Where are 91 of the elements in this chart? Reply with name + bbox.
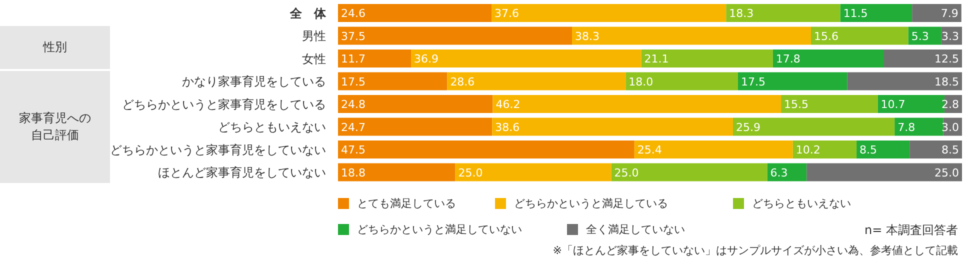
bar [492, 118, 733, 136]
bar [572, 26, 811, 45]
data-label: 18.8 [341, 166, 366, 180]
bar [634, 140, 793, 158]
data-label: 47.5 [341, 144, 366, 156]
data-label: 17.8 [776, 52, 800, 66]
bar [447, 72, 626, 90]
data-label: 7.8 [898, 120, 916, 134]
data-label: 25.0 [614, 166, 639, 180]
data-label: 17.5 [341, 75, 366, 88]
data-label: 15.6 [814, 30, 838, 43]
bar [338, 140, 634, 158]
data-label: 5.3 [911, 30, 929, 43]
data-label: 24.8 [341, 98, 366, 111]
bar [806, 163, 962, 182]
bar [641, 50, 773, 68]
bar [338, 95, 493, 113]
bar [455, 163, 612, 182]
data-label: 46.2 [496, 98, 520, 111]
data-label: 21.1 [644, 52, 669, 66]
data-label: 15.5 [784, 98, 809, 111]
bar [910, 140, 962, 158]
legend-label: どちらともいえない [751, 196, 851, 211]
bar [810, 26, 908, 45]
text: ※「ほとんど家事をしていない」はサンプルサイズが小さい為、参考値として記載 [552, 243, 958, 258]
bar [492, 95, 782, 113]
data-label: 37.5 [341, 30, 366, 43]
y-tick-label: 全 体 [289, 6, 327, 20]
bar [338, 72, 448, 90]
bar [626, 72, 738, 90]
bar [411, 50, 642, 68]
data-label: 8.5 [860, 144, 878, 156]
legend-label: どちらかというと満足している [513, 196, 668, 211]
data-label: 37.6 [494, 7, 520, 20]
data-label: 38.6 [495, 120, 520, 134]
data-label: 38.3 [575, 30, 600, 43]
bar [912, 4, 962, 22]
bar [338, 163, 456, 182]
data-label: 6.3 [770, 166, 788, 180]
data-label: 25.4 [637, 144, 662, 156]
data-label: 17.5 [740, 75, 766, 88]
bar [792, 140, 857, 158]
legend-label: どちらかというと満足していない [356, 222, 522, 237]
data-label: 12.5 [934, 52, 959, 66]
y-tick-label: 女性 [302, 52, 326, 66]
bar [840, 4, 912, 22]
bar [338, 118, 492, 136]
data-label: 24.7 [341, 120, 366, 134]
text: 性別 [0, 26, 110, 70]
bar [772, 50, 884, 68]
bar [847, 72, 962, 90]
data-label: 8.5 [942, 144, 959, 156]
bar [492, 4, 726, 22]
data-label: 36.9 [414, 52, 439, 66]
bar [338, 4, 492, 22]
y-tick-label: 男性 [302, 29, 326, 44]
legend-label: とても満足している [356, 196, 456, 211]
text: n= 本調査回答者 [864, 222, 958, 239]
data-label: 25.0 [934, 166, 959, 180]
bar [732, 118, 895, 136]
bar [611, 163, 768, 182]
y-tick-label: ほとんど家事育児をしていない [158, 166, 326, 180]
bar [338, 26, 572, 45]
y-tick-label: どちらともいえない [218, 120, 326, 134]
bar [884, 50, 962, 68]
data-label: 25.0 [458, 166, 483, 180]
data-label: 18.3 [729, 7, 754, 20]
bar [726, 4, 840, 22]
bar [781, 95, 878, 113]
bar [738, 72, 848, 90]
data-label: 28.6 [450, 75, 475, 88]
data-label: 11.5 [843, 7, 868, 20]
y-tick-label: どちらかというと家事育児をしている [122, 97, 326, 112]
bar [856, 140, 910, 158]
data-label: 18.5 [934, 75, 959, 88]
data-label: 3.3 [942, 30, 959, 43]
bar [894, 118, 944, 136]
data-label: 25.9 [736, 120, 760, 134]
data-label: 24.6 [341, 7, 366, 20]
data-label: 10.7 [880, 98, 906, 111]
bar [908, 26, 942, 45]
data-label: 7.9 [940, 7, 958, 20]
bar [767, 163, 807, 182]
data-label: 18.0 [628, 75, 654, 88]
data-label: 10.2 [796, 144, 820, 156]
data-label: 11.7 [341, 52, 366, 66]
text: 家事育児への自己評価 [0, 71, 110, 183]
legend-label: 全く満足していない [585, 222, 685, 237]
y-tick-label: かなり家事育児をしている [182, 74, 326, 89]
y-tick-label: どちらかというと家事育児をしていない [110, 142, 326, 157]
bar [338, 50, 412, 68]
